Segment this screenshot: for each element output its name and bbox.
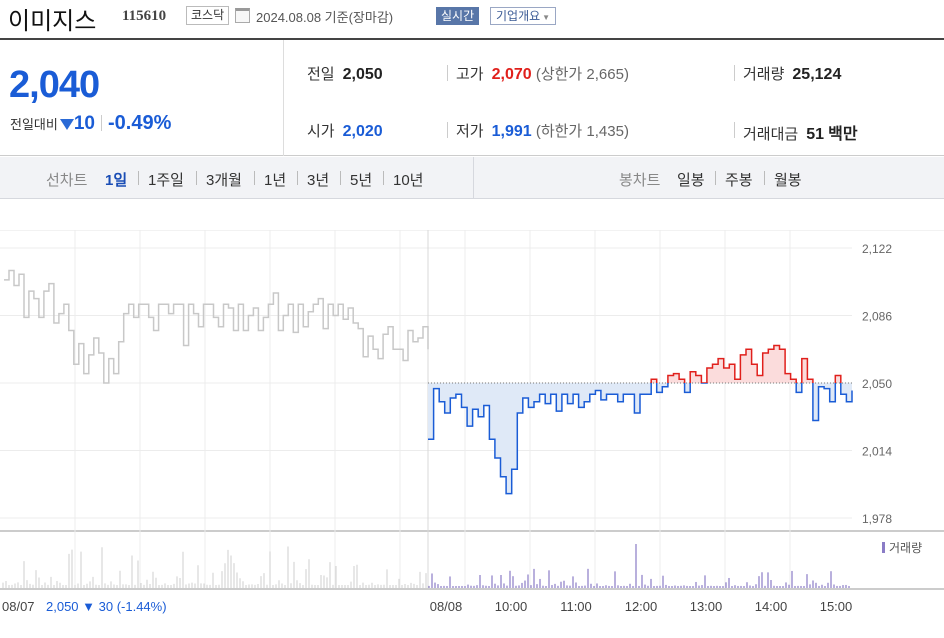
divider [340,171,341,185]
date-info: 2024.08.08 기준(장마감) [256,10,394,25]
divider [383,171,384,185]
prev-close-label: 전일 [307,66,335,83]
volume-value: 25,124 [792,66,842,83]
period-3year[interactable]: 3년 [307,172,330,189]
lower-limit-value: 1,435) [586,123,629,140]
quote-summary: 2,040 전일대비 10 -0.49% 전일 2,050 고가 2,070 (상한가 … [0,38,944,156]
low-label: 저가 [456,123,484,140]
x-tick-label: 14:00 [755,599,788,614]
company-overview-dropdown[interactable]: 기업개요 ▼ [490,7,557,25]
divider [734,122,735,138]
day-low: 저가 1,991 (하한가 1,435) [456,120,629,141]
upper-limit-label: (상한가 [535,66,583,83]
line-chart-label: 선차트 [46,172,88,189]
chevron-down-icon: ▼ [542,13,551,22]
company-overview-label: 기업개요 [496,9,541,23]
divider [254,171,255,185]
divider [138,171,139,185]
calendar-icon [235,8,250,23]
trade-value-label: 거래대금 [743,126,799,143]
divider [734,65,735,81]
price-box: 2,040 전일대비 10 -0.49% [0,40,284,156]
upper-limit-value: 2,665) [586,66,629,83]
market-badge: 코스닥 [186,6,230,25]
period-5year[interactable]: 5년 [350,172,373,189]
prev-day-line [4,269,429,384]
x-tick-label: 11:00 [560,599,592,614]
change-value: 10 [73,113,95,134]
change-label: 전일대비 [10,117,58,132]
price-chart[interactable]: 2,122 2,086 2,050 2,014 1,978 거래량 08/07 08/08 10… [0,230,944,638]
volume-legend-label: 거래량 [889,541,922,555]
chart-grid [0,230,944,590]
y-tick-label: 2,086 [862,310,892,324]
prev-close-value: 2,050 [342,66,383,83]
x-tick-label: 12:00 [625,599,658,614]
prev-day-note: 2,050 ▼ 30 (-1.44%) [46,599,167,614]
x-tick-label: 10:00 [495,599,528,614]
x-tick-label: 15:00 [820,599,853,614]
divider [100,115,102,131]
divider [196,171,197,185]
high-value: 2,070 [491,66,532,83]
volume: 거래량 25,124 [743,63,841,84]
x-tick-label: 13:00 [690,599,723,614]
chart-lines [4,269,853,495]
y-tick-label: 1,978 [862,512,892,526]
y-tick-label: 2,014 [862,445,892,459]
period-1year[interactable]: 1년 [264,172,287,189]
current-price: 2,040 [9,64,100,106]
stock-name: 이미지스 [8,8,97,35]
period-3month[interactable]: 3개월 [206,172,242,189]
y-tick-label: 2,050 [862,377,892,391]
divider [297,171,298,185]
period-10year[interactable]: 10년 [393,172,424,189]
chart-labels: 2,122 2,086 2,050 2,014 1,978 거래량 08/07 08/08 10… [2,242,922,614]
y-tick-label: 2,122 [862,242,892,256]
period-1week[interactable]: 1주일 [148,172,184,189]
candle-weekly[interactable]: 주봉 [725,172,753,189]
price-line-up [650,344,842,383]
stock-header: 이미지스 115610 코스닥 2024.08.08 기준(장마감) 실시간 기… [0,0,944,35]
divider [447,65,448,81]
candle-monthly[interactable]: 월봉 [774,172,802,189]
volume-legend-swatch [882,542,885,553]
day-high: 고가 2,070 (상한가 2,665) [456,63,629,84]
stock-code: 115610 [122,8,167,24]
period-selector: 선차트 1일 1주일 3개월 1년 3년 5년 10년 봉차트 일봉 주봉 월봉 [0,157,944,199]
x-tick-label: 08/07 [2,599,35,614]
high-label: 고가 [456,66,484,83]
trade-value-amount: 51 [806,126,824,143]
line-chart-periods: 선차트 1일 1주일 3개월 1년 3년 5년 10년 [0,157,474,198]
candle-chart-label: 봉차트 [619,172,661,189]
candle-daily[interactable]: 일봉 [677,172,705,189]
open-label: 시가 [307,123,335,140]
trade-value-unit: 백만 [828,126,858,143]
change-percent: -0.49% [107,112,172,134]
prev-close: 전일 2,050 [307,63,383,84]
realtime-button[interactable]: 실시간 [436,7,480,25]
divider [447,122,448,138]
volume-bars [2,544,850,588]
volume-label: 거래량 [743,66,785,83]
down-triangle-icon [59,119,74,130]
chart-background [0,230,944,638]
lower-limit-label: (하한가 [535,123,583,140]
open-price: 시가 2,020 [307,120,383,141]
divider [764,171,765,185]
divider [715,171,716,185]
open-value: 2,020 [342,123,383,140]
x-tick-label: 08/08 [430,599,463,614]
price-line-down [428,383,853,495]
trade-value: 거래대금 51 백만 [743,120,858,144]
period-1day[interactable]: 1일 [105,172,128,189]
low-value: 1,991 [491,123,532,140]
change-row: 전일대비 10 -0.49% [10,112,171,135]
